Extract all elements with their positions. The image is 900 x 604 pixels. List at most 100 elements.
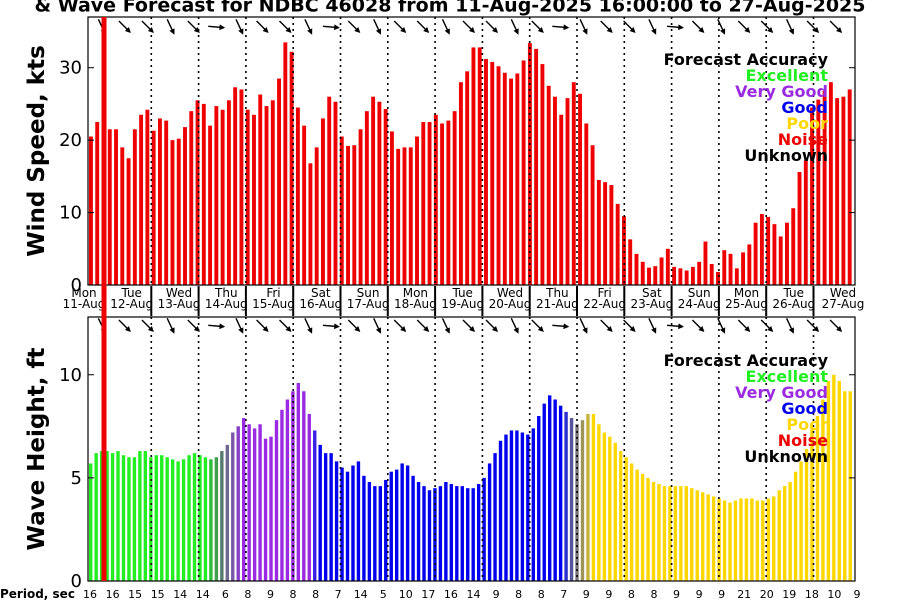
wind-bar: [734, 268, 739, 285]
direction-arrow-icon: [510, 19, 519, 35]
day-of-week-label: Fri: [266, 286, 280, 300]
period-tick-label: 15: [128, 588, 142, 600]
wind-bar: [546, 85, 551, 285]
wave-y-tick-label: 0: [71, 571, 82, 592]
wind-bar: [239, 89, 244, 286]
arrow-head: [744, 326, 751, 332]
wave-bar: [569, 418, 574, 581]
wind-y-tick-label: 20: [59, 130, 82, 151]
wave-bar: [405, 465, 410, 581]
wave-bar: [476, 484, 481, 581]
arrow-head: [629, 27, 636, 33]
wave-bar: [701, 492, 705, 581]
wave-bar: [329, 453, 333, 582]
wave-height-panel: 0 5 10 Wave Height, ft Forecast AccuracyEx…: [0, 316, 861, 601]
direction-arrow-icon: [235, 318, 244, 334]
day-of-week-label: Thu: [545, 286, 569, 300]
legend-title: Forecast Accuracy: [664, 50, 829, 69]
period-tick-label: 9: [605, 588, 612, 600]
wave-bar: [154, 455, 158, 581]
wind-bar: [157, 118, 162, 285]
direction-arrow-icon: [806, 20, 820, 33]
wind-bar: [759, 214, 764, 285]
arrow-head: [537, 27, 544, 33]
wave-bar: [580, 420, 585, 582]
wind-bar: [490, 61, 495, 285]
wind-bar: [114, 129, 118, 285]
direction-arrow-icon: [416, 319, 430, 332]
wave-bar: [362, 475, 366, 581]
wind-bar: [559, 114, 564, 285]
wind-plot-frame: [87, 16, 856, 286]
arrow-head: [698, 27, 705, 33]
arrow-head: [469, 326, 475, 332]
arrow-head: [767, 326, 774, 332]
wind-bar: [766, 216, 771, 285]
direction-arrow-icon: [691, 319, 705, 332]
wind-bar: [201, 103, 206, 285]
wave-bar: [815, 416, 820, 581]
date-label: 12-Aug: [110, 297, 153, 311]
arrow-head: [629, 326, 636, 332]
wave-bar: [411, 475, 415, 581]
arrow-head: [788, 28, 794, 35]
wave-bar: [832, 374, 836, 581]
arrow-head: [147, 326, 154, 332]
direction-arrow-icon: [579, 19, 588, 35]
period-tick-label: 8: [651, 588, 658, 600]
direction-arrow-icon: [648, 19, 657, 35]
wave-bar: [198, 455, 202, 581]
period-tick-label: 5: [380, 588, 387, 600]
wave-bar: [378, 486, 382, 581]
wind-bar: [308, 163, 313, 285]
day-of-week-label: Sun: [688, 286, 711, 300]
wind-bar: [609, 185, 614, 285]
wind-y-tick-label: 30: [59, 58, 82, 79]
wave-bar: [422, 486, 426, 581]
wave-bar: [127, 457, 131, 581]
wave-bar: [509, 430, 514, 581]
direction-arrow-icon: [829, 319, 843, 332]
wind-bar: [785, 222, 789, 285]
wave-bar: [334, 461, 339, 581]
wave-bar: [340, 467, 344, 581]
period-tick-label: 8: [312, 588, 319, 600]
wave-bar: [826, 380, 831, 581]
wave-bar: [351, 465, 355, 581]
wave-bar: [679, 486, 683, 581]
wind-bar: [753, 222, 758, 285]
wave-bar: [744, 498, 749, 581]
wind-bar: [132, 129, 137, 285]
date-label: 11-Aug: [63, 297, 106, 311]
wave-bar: [597, 424, 601, 581]
arrow-head: [720, 327, 726, 334]
wave-bar: [739, 498, 743, 581]
period-tick-label: 20: [760, 588, 774, 600]
wind-bar: [484, 59, 488, 286]
date-label: 24-Aug: [678, 297, 721, 311]
period-tick-label: 7: [335, 588, 342, 600]
wave-bar: [395, 469, 399, 582]
wave-bar: [132, 457, 137, 581]
wave-bar: [799, 461, 803, 581]
wind-bar: [778, 236, 783, 285]
wave-bar: [662, 486, 667, 581]
legend-title: Forecast Accuracy: [664, 351, 829, 370]
wave-bar: [837, 380, 841, 581]
period-tick-label: 8: [244, 588, 251, 600]
wind-bar: [477, 47, 482, 285]
wind-y-tick-label: 10: [59, 203, 82, 224]
direction-arrow-icon: [485, 319, 498, 332]
arrow-head: [492, 27, 498, 33]
wind-bar: [659, 257, 664, 285]
wind-bar: [126, 158, 131, 285]
wave-bar: [487, 463, 492, 581]
period-tick-label: 8: [538, 588, 545, 600]
wind-bar: [346, 145, 350, 285]
wave-bar: [608, 436, 612, 582]
direction-arrow-icon: [373, 318, 382, 334]
wind-bar: [502, 72, 507, 286]
direction-arrow-icon: [304, 318, 313, 334]
arrow-head: [333, 24, 340, 31]
arrow-head: [193, 27, 200, 33]
